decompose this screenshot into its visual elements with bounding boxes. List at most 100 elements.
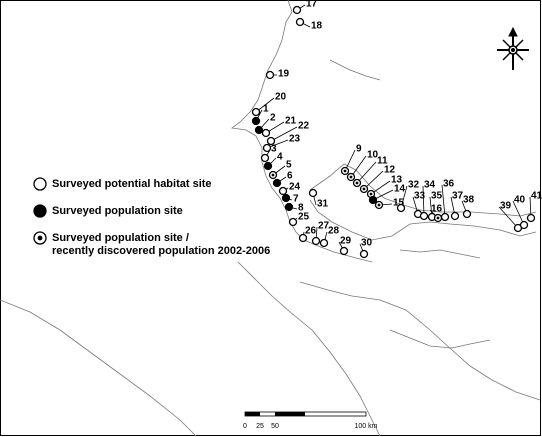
site-marker-dot (362, 187, 366, 191)
site-marker (419, 211, 429, 221)
site-marker (359, 249, 369, 259)
leader-line (422, 185, 425, 217)
site-label: 29 (340, 236, 352, 247)
site-label: 28 (328, 226, 340, 237)
site-label: 23 (289, 134, 301, 145)
site-label: 13 (391, 175, 403, 186)
scale-label: 50 (271, 423, 279, 430)
site-label: 7 (293, 194, 299, 205)
site-label: 40 (514, 195, 526, 206)
compass-rose (497, 26, 529, 70)
site-label: 26 (305, 226, 317, 237)
site-marker-dot (37, 235, 43, 241)
site-marker (462, 209, 472, 219)
leader-line (498, 206, 519, 229)
scale-label: 100 km (355, 423, 378, 430)
site-marker (519, 220, 529, 230)
site-label: 21 (285, 116, 297, 127)
site-marker (288, 217, 298, 227)
site-label: 19 (278, 69, 290, 80)
site-label: 32 (408, 180, 420, 191)
site-label: 16 (431, 204, 443, 215)
site-label: 24 (289, 182, 301, 193)
site-label: 2 (270, 113, 276, 124)
site-label: 1 (263, 104, 269, 115)
site-marker-dot (377, 203, 381, 207)
legend-text: Surveyed population site / (52, 232, 189, 244)
site-marker (262, 143, 272, 153)
site-marker (308, 188, 318, 198)
site-marker (278, 186, 288, 196)
site-marker (33, 204, 47, 218)
site-label: 12 (384, 165, 396, 176)
site-label: 34 (424, 180, 436, 191)
site-marker (251, 116, 261, 126)
site-label: 30 (361, 238, 373, 249)
site-label: 10 (367, 150, 379, 161)
legend-text: recently discovered population 2002-2006 (52, 245, 270, 257)
site-marker (526, 213, 536, 223)
site-marker (284, 202, 294, 212)
site-label: 3 (271, 144, 277, 155)
site-label: 33 (414, 191, 426, 202)
site-label: 36 (443, 179, 455, 190)
site-label: 18 (311, 21, 323, 32)
site-label: 35 (431, 191, 443, 202)
site-label: 8 (298, 203, 304, 214)
site-label: 14 (394, 184, 406, 195)
site-marker (368, 195, 378, 205)
site-marker-dot (271, 173, 275, 177)
site-label: 38 (463, 195, 475, 206)
site-marker-dot (369, 192, 373, 196)
scale-label: 25 (256, 423, 264, 430)
leader-line (356, 161, 377, 184)
site-marker (440, 212, 450, 222)
site-marker (272, 178, 282, 188)
site-marker (33, 177, 47, 191)
site-label: 20 (275, 92, 287, 103)
scale-bar (244, 411, 367, 417)
site-label: 15 (393, 198, 405, 209)
site-label: 31 (317, 199, 329, 210)
site-label: 9 (356, 144, 362, 155)
leader-line (512, 200, 525, 226)
site-marker (450, 211, 460, 221)
site-marker (339, 246, 349, 256)
leader-line (270, 126, 298, 142)
site-label: 6 (287, 171, 293, 182)
site-marker (251, 107, 261, 117)
site-marker (295, 17, 305, 27)
site-marker (265, 70, 275, 80)
site-marker-dot (343, 169, 347, 173)
site-marker (260, 153, 270, 163)
site-label: 4 (277, 152, 283, 163)
site-marker (281, 193, 291, 203)
site-label: 22 (298, 121, 310, 132)
site-label: 5 (286, 160, 292, 171)
legend-text: Surveyed potential habitat site (52, 178, 212, 190)
site-label: 37 (452, 191, 464, 202)
site-marker-dot (349, 175, 353, 179)
site-marker (396, 203, 406, 213)
site-marker (319, 238, 329, 248)
site-marker (266, 136, 276, 146)
site-marker-dot (436, 216, 440, 220)
site-label: 27 (318, 221, 330, 232)
leader-line (350, 155, 367, 178)
site-marker (254, 125, 264, 135)
site-marker-dot (355, 181, 359, 185)
leader-line (363, 170, 384, 190)
site-label: 39 (500, 201, 512, 212)
site-label: 11 (377, 156, 388, 167)
legend-text: Surveyed population site (52, 205, 183, 217)
site-marker (263, 161, 273, 171)
site-marker (298, 233, 308, 243)
site-label: 25 (298, 212, 310, 223)
site-label: 41 (531, 191, 542, 202)
site-label: 17 (306, 0, 318, 10)
scale-label: 0 (243, 423, 247, 430)
leader-line (441, 184, 446, 218)
site-marker (292, 5, 302, 15)
